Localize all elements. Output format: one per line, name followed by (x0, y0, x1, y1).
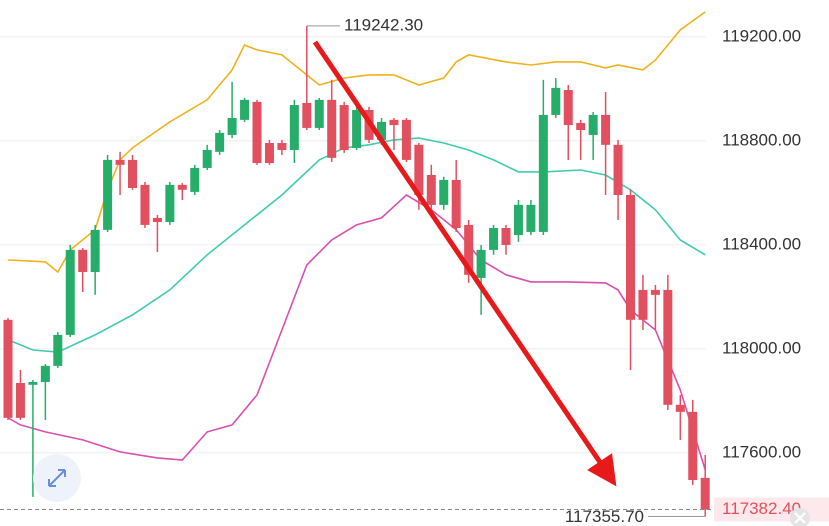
candle-body (650, 289, 660, 295)
candle-body (489, 228, 499, 250)
candle-body (377, 121, 386, 140)
candle-body (501, 228, 511, 245)
candle-body (115, 159, 125, 165)
candle-body (3, 319, 13, 418)
candle-body (314, 99, 324, 128)
candle-body (551, 87, 561, 115)
candle-body (165, 184, 175, 223)
y-tick-label: 119200.00 (722, 26, 801, 45)
y-tick-label: 117600.00 (722, 442, 801, 461)
candle-body (538, 114, 548, 232)
candle-body (177, 184, 187, 190)
candle-body (140, 184, 150, 225)
last-price-label: 117382.40 (722, 499, 801, 518)
candle-body (264, 143, 274, 164)
candle-body (663, 289, 673, 405)
candle-body (227, 118, 237, 135)
candle-body (688, 411, 698, 480)
candle-body (414, 144, 424, 196)
candle-body (576, 122, 586, 131)
candle-body (426, 174, 436, 205)
plot: 117600.00 118000.00 118400.00 118800.00 1192… (0, 11, 829, 526)
trend-arrow (312, 40, 617, 487)
candle-body (588, 114, 598, 135)
expand-button[interactable] (33, 454, 81, 502)
candle-body (252, 101, 262, 164)
candle-body (613, 144, 623, 196)
candle-body (327, 99, 337, 158)
y-tick-label: 118800.00 (722, 130, 801, 149)
candle-body (15, 382, 25, 418)
close-button[interactable] (790, 508, 810, 526)
high-label: 119242.30 (344, 15, 423, 34)
y-tick-label: 118000.00 (722, 338, 801, 357)
candle-body (451, 179, 461, 229)
candle-body (152, 217, 162, 223)
candle-body (638, 289, 648, 320)
candle-body (700, 477, 710, 510)
candle-body (65, 249, 75, 335)
y-tick-label: 118400.00 (722, 234, 801, 253)
band-line (7, 194, 706, 471)
candle-body (40, 365, 50, 382)
candle-body (675, 404, 685, 412)
candle-body (28, 381, 38, 385)
candle-body (389, 119, 399, 126)
candle-body (302, 102, 312, 128)
candle-body (339, 105, 349, 151)
candle-body (626, 195, 635, 320)
low-label: 117355.70 (565, 507, 644, 526)
candle-body (53, 334, 63, 366)
candle-body (513, 204, 523, 236)
candle-body (190, 167, 200, 192)
candle-body (90, 229, 100, 272)
candle-body (215, 132, 225, 152)
candle-body (240, 99, 250, 120)
candle-body (601, 114, 611, 145)
candle-body (202, 150, 212, 168)
candle-body (78, 249, 88, 272)
candle-body (289, 105, 299, 151)
candle-body (103, 159, 113, 230)
candle-body (401, 119, 411, 160)
candle-body (352, 109, 362, 148)
candle-body (563, 89, 573, 126)
candle-body (526, 204, 536, 232)
candle-body (476, 249, 486, 278)
candle-body (439, 179, 449, 205)
candle-body (128, 159, 137, 188)
candle-body (464, 224, 474, 275)
candle-body (277, 143, 287, 151)
